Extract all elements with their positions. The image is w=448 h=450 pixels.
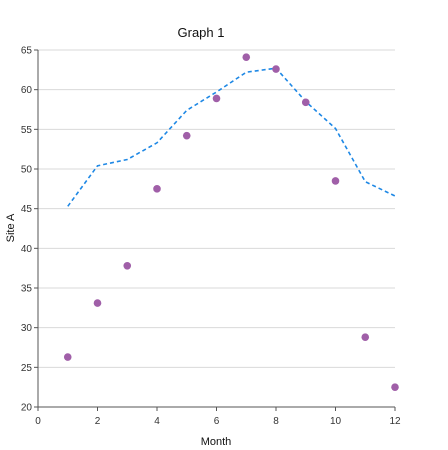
- y-tick-label: 55: [21, 125, 33, 136]
- data-point: [212, 94, 221, 103]
- x-axis-label: Month: [201, 436, 232, 448]
- data-point: [272, 65, 280, 73]
- chart-title: Graph 1: [178, 25, 225, 40]
- data-point: [63, 353, 72, 361]
- y-tick-label: 65: [21, 46, 33, 57]
- data-point: [391, 383, 399, 391]
- y-tick-label: 40: [21, 244, 33, 255]
- data-point: [301, 98, 310, 107]
- data-point: [93, 299, 102, 307]
- x-tick-label: 12: [389, 416, 401, 427]
- x-tick-label: 6: [214, 416, 220, 427]
- x-tick-label: 2: [95, 416, 101, 427]
- y-tick-label: 50: [21, 165, 33, 176]
- y-axis-label: Site A: [5, 213, 17, 242]
- data-point: [123, 261, 132, 270]
- data-point: [153, 185, 161, 193]
- data-point: [361, 333, 370, 341]
- data-point: [331, 177, 340, 185]
- data-point: [182, 131, 191, 140]
- x-tick-label: 8: [273, 416, 279, 427]
- x-tick-label: 10: [330, 416, 342, 427]
- data-point: [242, 53, 251, 61]
- dashed-trend-line: [67, 67, 396, 207]
- y-tick-label: 20: [21, 403, 33, 414]
- gridlines: [38, 49, 395, 408]
- y-tick-label: 30: [21, 323, 33, 334]
- x-tick-label: 0: [35, 416, 41, 427]
- y-tick-label: 45: [21, 204, 33, 215]
- y-tick-label: 35: [21, 284, 33, 295]
- x-tick-label: 4: [154, 416, 160, 427]
- y-tick-label: 60: [21, 85, 33, 96]
- y-tick-label: 25: [21, 363, 33, 374]
